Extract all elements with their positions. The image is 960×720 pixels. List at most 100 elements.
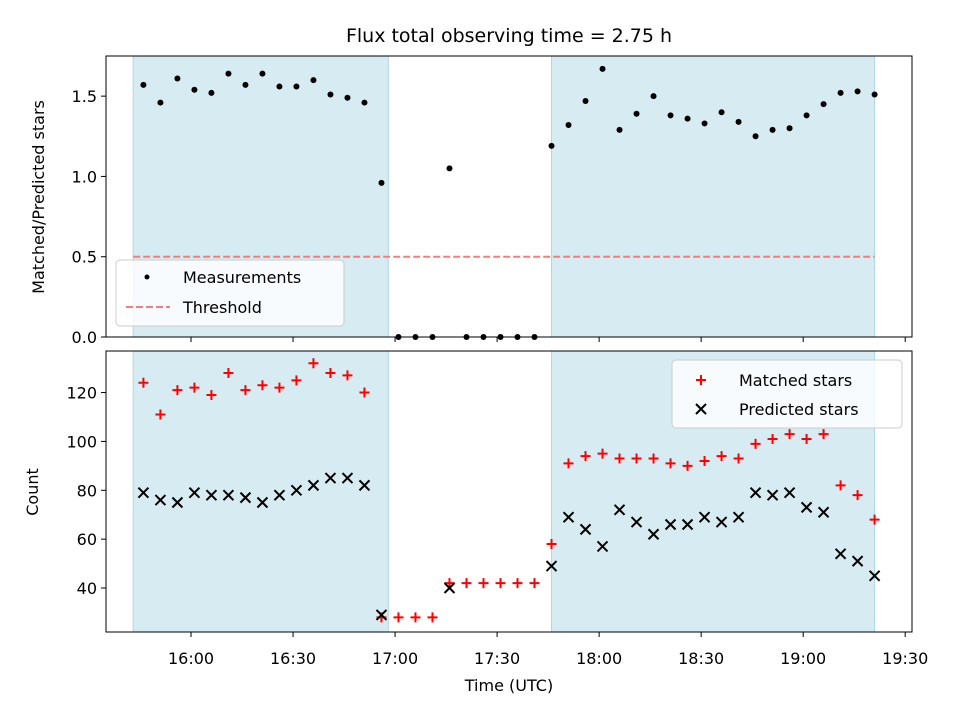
- bottom-series1-point-42: [835, 480, 846, 491]
- bottom-series1-point-23: [512, 578, 523, 589]
- bottom-series1-point-4: [189, 382, 200, 393]
- bottom-series2-point-34: [834, 548, 847, 560]
- x-tick-label-2: 16:30: [270, 649, 316, 668]
- bottom-series1-point-9: [274, 382, 285, 393]
- top-series1-point-30: [633, 110, 640, 117]
- bottom-series1-point-37: [750, 438, 761, 449]
- bottom-series1-point-40: [801, 433, 812, 444]
- bottom-series1-point-32: [665, 458, 676, 469]
- bottom-legend: Matched stars Predicted stars: [671, 359, 903, 429]
- bottom-series1-point-3: [172, 385, 183, 396]
- bottom-series1-point-38: [767, 433, 778, 444]
- top-y-tick-label-1: 0.0: [72, 328, 97, 347]
- bottom-series1-point-44: [869, 514, 880, 525]
- x-tick-label-3: 17:00: [372, 649, 418, 668]
- bottom-series1-point-31: [648, 453, 659, 464]
- top-series1-point-39: [786, 125, 793, 132]
- top-series1-point-9: [276, 83, 283, 90]
- bottom-series1-point-34: [699, 455, 710, 466]
- bottom-series1-point-2: [155, 409, 166, 420]
- top-series1-point-2: [157, 99, 164, 106]
- bottom-series1-point-16: [393, 612, 404, 623]
- bottom-series2-point-26: [698, 511, 711, 523]
- top-series1-point-44: [871, 91, 878, 98]
- bottom-series1-point-41: [818, 429, 829, 440]
- bottom-series1-point-29: [614, 453, 625, 464]
- bottom-y-tick-label-4: 100: [66, 432, 97, 451]
- bottom-series1-point-26: [563, 458, 574, 469]
- bottom-series1-point-35: [716, 451, 727, 462]
- ratio-panel: 0.0 0.5 1.0 1.5: [72, 55, 913, 347]
- bottom-series2-point-11: [307, 479, 320, 492]
- top-series1-point-26: [565, 122, 572, 129]
- bottom-y-axis-label: Count: [23, 468, 42, 516]
- top-series1-point-3: [174, 75, 181, 82]
- top-series1-point-32: [667, 112, 674, 119]
- bottom-series2-point-36: [868, 570, 881, 582]
- bottom-y-tick-label-5: 120: [66, 384, 97, 403]
- bottom-series1-point-18: [427, 612, 438, 623]
- top-series1-point-11: [310, 77, 317, 84]
- top-series1-point-40: [803, 112, 810, 119]
- bottom-series2-point-1: [137, 487, 150, 499]
- bottom-series1-point-1: [138, 377, 149, 388]
- top-series1-point-37: [752, 133, 759, 140]
- bottom-series2-point-3: [171, 496, 184, 509]
- bottom-series2-point-7: [239, 491, 252, 504]
- bottom-series2-point-22: [630, 516, 643, 528]
- top-series1-point-27: [582, 97, 589, 104]
- bottom-series1-point-11: [308, 358, 319, 369]
- bottom-series2-point-8: [256, 496, 269, 509]
- top-series1-point-10: [293, 83, 300, 90]
- top-series1-point-33: [684, 115, 691, 122]
- bottom-series1-point-22: [495, 578, 506, 589]
- bottom-series2-point-31: [783, 487, 796, 499]
- bottom-series1-point-17: [410, 612, 421, 623]
- bottom-series1-point-25: [546, 539, 557, 550]
- top-y-tick-label-4: 1.5: [72, 87, 97, 106]
- chart-title: Flux total observing time = 2.75 h: [346, 25, 672, 47]
- top-series1-point-36: [735, 118, 742, 125]
- top-series1-point-43: [854, 88, 861, 95]
- bottom-series2-point-15: [375, 609, 388, 621]
- top-series1-point-7: [242, 81, 249, 88]
- legend-matched-marker: [696, 375, 706, 385]
- bottom-series2-point-14: [358, 479, 371, 492]
- top-series1-point-1: [140, 81, 147, 88]
- bottom-series1-point-14: [359, 387, 370, 398]
- top-series1-point-15: [378, 179, 385, 186]
- top-legend: Measurements Threshold: [115, 259, 345, 327]
- bottom-series2-point-32: [800, 501, 813, 514]
- bottom-series2-point-24: [664, 518, 677, 531]
- top-series1-point-25: [548, 142, 555, 149]
- top-y-tick-label-3: 1.0: [72, 167, 97, 186]
- x-tick-label-4: 17:30: [474, 649, 520, 668]
- top-observing-window-2: [551, 55, 876, 338]
- x-tick-label-8: 19:30: [882, 649, 928, 668]
- bottom-series1-point-7: [240, 385, 251, 396]
- bottom-series2-point-10: [290, 484, 303, 496]
- bottom-series2-point-9: [273, 489, 286, 501]
- bottom-series1-point-8: [257, 380, 268, 391]
- bottom-series1-point-12: [325, 367, 336, 378]
- top-series1-point-34: [701, 120, 708, 127]
- bottom-series1-point-24: [529, 578, 540, 589]
- bottom-y-tick-label-1: 40: [77, 579, 97, 598]
- legend-predicted-marker: [695, 403, 707, 415]
- top-series1-point-4: [191, 86, 198, 93]
- legend-measurement-label: Measurements: [183, 268, 301, 287]
- bottom-series1-point-30: [631, 453, 642, 464]
- bottom-series1-point-39: [784, 429, 795, 440]
- bottom-series2-point-16: [443, 582, 456, 594]
- bottom-series2-point-13: [341, 472, 354, 484]
- top-series1-point-6: [225, 70, 232, 77]
- bottom-series2-point-19: [579, 523, 592, 536]
- top-series1-point-28: [599, 65, 606, 72]
- top-series1-point-12: [327, 91, 334, 98]
- bottom-legend-box: [671, 359, 903, 429]
- legend-threshold-label: Threshold: [182, 298, 262, 317]
- bottom-series1-point-6: [223, 367, 234, 378]
- bottom-series2-point-27: [715, 516, 728, 528]
- bottom-axes-frame: [105, 350, 913, 633]
- x-tick-label-6: 18:30: [678, 649, 724, 668]
